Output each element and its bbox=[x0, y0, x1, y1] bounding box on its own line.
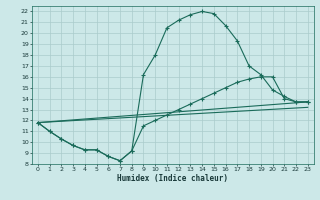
X-axis label: Humidex (Indice chaleur): Humidex (Indice chaleur) bbox=[117, 174, 228, 183]
